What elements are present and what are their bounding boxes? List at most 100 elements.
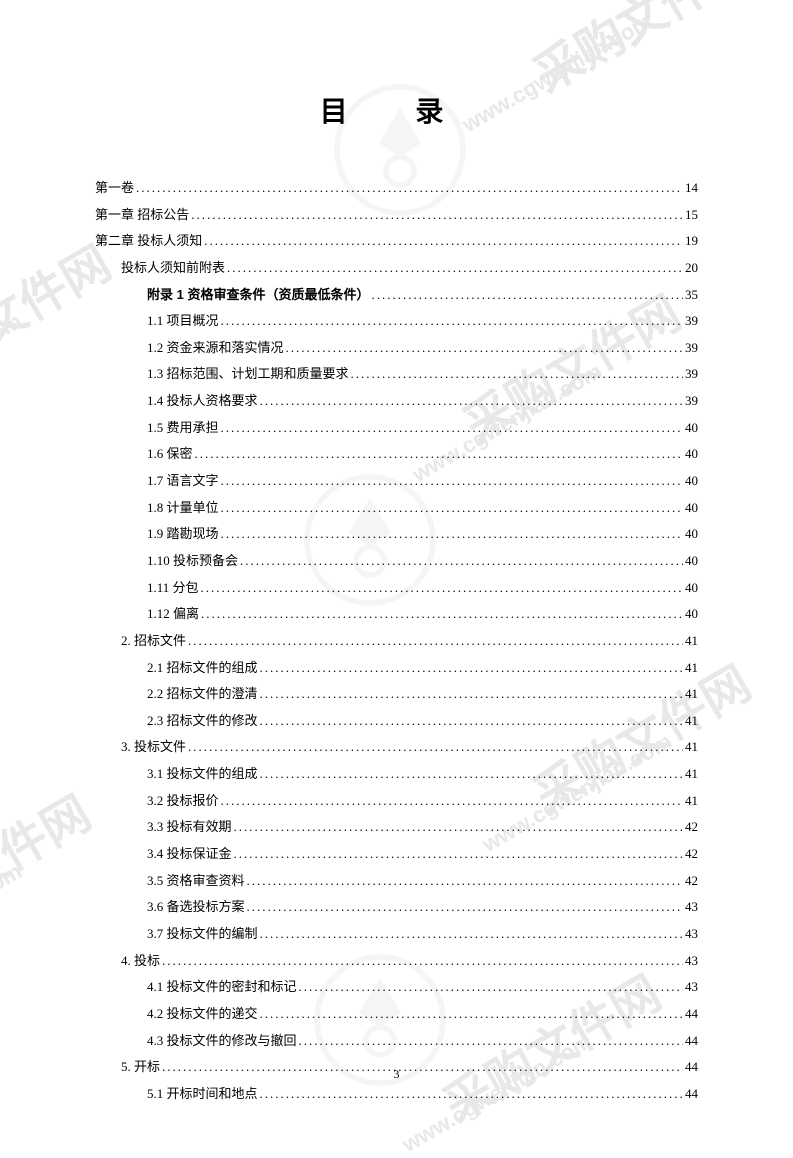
toc-label: 3.2 投标报价: [147, 788, 219, 815]
toc-dots: [247, 894, 683, 921]
toc-label: 4. 投标: [121, 948, 160, 975]
toc-label: 1.7 语言文字: [147, 468, 219, 495]
toc-dots: [240, 548, 683, 575]
toc-page: 20: [685, 255, 698, 282]
toc-label: 附录 1 资格审查条件（资质最低条件）: [147, 282, 369, 309]
toc-entry: 3.2 投标报价41: [95, 788, 698, 815]
toc-entry: 1.8 计量单位40: [95, 495, 698, 522]
toc-entry: 3.6 备选投标方案 43: [95, 894, 698, 921]
toc-page: 43: [685, 974, 698, 1001]
toc-label: 3.4 投标保证金: [147, 841, 232, 868]
toc-dots: [260, 708, 683, 735]
toc-entry: 投标人须知前附表 20: [95, 255, 698, 282]
toc-page: 39: [685, 388, 698, 415]
toc-entry: 2. 招标文件41: [95, 628, 698, 655]
toc-label: 3.6 备选投标方案: [147, 894, 245, 921]
toc-entry: 3. 投标文件41: [95, 734, 698, 761]
toc-dots: [351, 361, 683, 388]
toc-dots: [260, 1081, 683, 1108]
toc-label: 1.3 招标范围、计划工期和质量要求: [147, 361, 349, 388]
toc-entry: 1.5 费用承担40: [95, 415, 698, 442]
toc-label: 1.6 保密: [147, 441, 193, 468]
toc-label: 1.8 计量单位: [147, 495, 219, 522]
toc-dots: [221, 495, 683, 522]
toc-entry: 3.4 投标保证金 42: [95, 841, 698, 868]
toc-dots: [221, 468, 683, 495]
toc-page: 42: [685, 841, 698, 868]
toc-dots: [191, 202, 683, 229]
toc-dots: [221, 415, 683, 442]
toc-dots: [260, 1001, 683, 1028]
toc-page: 39: [685, 361, 698, 388]
toc-label: 1.4 投标人资格要求: [147, 388, 258, 415]
toc-entry: 3.1 投标文件的组成41: [95, 761, 698, 788]
toc-label: 1.9 踏勘现场: [147, 521, 219, 548]
toc-page: 41: [685, 761, 698, 788]
toc-entry: 附录 1 资格审查条件（资质最低条件） 35: [95, 282, 698, 309]
toc-entry: 1.12 偏离40: [95, 601, 698, 628]
toc-page: 40: [685, 575, 698, 602]
toc-page: 43: [685, 921, 698, 948]
toc-page: 40: [685, 468, 698, 495]
toc-page: 42: [685, 868, 698, 895]
toc-label: 第一卷: [95, 175, 134, 202]
toc-page: 43: [685, 894, 698, 921]
toc-dots: [162, 1054, 683, 1081]
toc-page: 41: [685, 628, 698, 655]
toc-page: 19: [685, 228, 698, 255]
toc-label: 第二章 投标人须知: [95, 228, 202, 255]
toc-page: 44: [685, 1001, 698, 1028]
toc-label: 4.2 投标文件的递交: [147, 1001, 258, 1028]
toc-entry: 2.1 招标文件的组成41: [95, 655, 698, 682]
toc-page: 44: [685, 1054, 698, 1081]
toc-dots: [188, 734, 683, 761]
toc-page: 44: [685, 1081, 698, 1108]
toc-entry: 4.3 投标文件的修改与撤回44: [95, 1028, 698, 1055]
toc-entry: 1.11 分包40: [95, 575, 698, 602]
toc-entry: 1.4 投标人资格要求 39: [95, 388, 698, 415]
toc-label: 3.3 投标有效期: [147, 814, 232, 841]
toc-page: 35: [685, 282, 698, 309]
toc-label: 4.1 投标文件的密封和标记: [147, 974, 297, 1001]
toc-label: 1.10 投标预备会: [147, 548, 238, 575]
toc-label: 3. 投标文件: [121, 734, 186, 761]
toc-entry: 第一卷 14: [95, 175, 698, 202]
toc-label: 投标人须知前附表: [121, 255, 225, 282]
toc-entry: 4. 投标 43: [95, 948, 698, 975]
toc-entry: 1.6 保密40: [95, 441, 698, 468]
toc-dots: [221, 788, 683, 815]
toc-label: 第一章 招标公告: [95, 202, 189, 229]
toc-dots: [299, 1028, 683, 1055]
toc-dots: [162, 948, 683, 975]
toc-title: 目 录: [95, 90, 698, 130]
toc-entry: 1.2 资金来源和落实情况39: [95, 335, 698, 362]
toc-entry: 1.9 踏勘现场40: [95, 521, 698, 548]
toc-page: 40: [685, 548, 698, 575]
toc-label: 1.12 偏离: [147, 601, 199, 628]
toc-entry: 1.1 项目概况39: [95, 308, 698, 335]
toc-label: 3.5 资格审查资料: [147, 868, 245, 895]
toc-dots: [260, 655, 683, 682]
toc-dots: [221, 521, 683, 548]
toc-dots: [136, 175, 683, 202]
toc-dots: [227, 255, 683, 282]
toc-entry: 1.10 投标预备会 40: [95, 548, 698, 575]
toc-label: 5.1 开标时间和地点: [147, 1081, 258, 1108]
toc-entry: 2.2 招标文件的澄清41: [95, 681, 698, 708]
toc-entry: 4.2 投标文件的递交 44: [95, 1001, 698, 1028]
toc-page: 43: [685, 948, 698, 975]
toc-dots: [371, 282, 683, 309]
toc-dots: [195, 441, 683, 468]
toc-label: 1.1 项目概况: [147, 308, 219, 335]
toc-page: 14: [685, 175, 698, 202]
toc-dots: [234, 814, 683, 841]
toc-page: 15: [685, 202, 698, 229]
toc-entry: 3.5 资格审查资料 42: [95, 868, 698, 895]
toc-dots: [299, 974, 683, 1001]
toc-dots: [260, 681, 683, 708]
page-content: 目 录 第一卷 14 第一章 招标公告 15 第二章 投标人须知 19 投标人须知前附表 20…: [0, 0, 793, 1147]
toc-page: 39: [685, 335, 698, 362]
toc-dots: [247, 868, 683, 895]
toc-dots: [286, 335, 683, 362]
toc-entry: 第一章 招标公告 15: [95, 202, 698, 229]
